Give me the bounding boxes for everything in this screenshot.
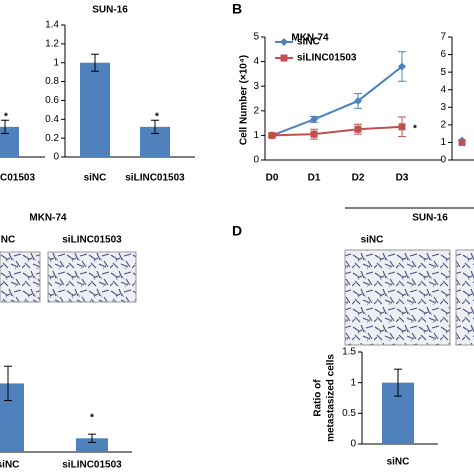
bar — [0, 126, 19, 157]
y-tick-label: 0 — [350, 439, 356, 450]
y-tick-label: 0.2 — [45, 133, 59, 144]
annotation: * — [413, 124, 417, 135]
chart-title: MKN-74 — [29, 213, 67, 224]
series-line — [271, 65, 403, 137]
y-tick-label: 5 — [440, 67, 446, 78]
chart-title: MKN-74 — [291, 33, 329, 44]
y-tick-label: 2 — [253, 105, 259, 116]
chart-title: SUN-16 — [92, 5, 128, 16]
y-tick-label: 1.2 — [45, 38, 59, 49]
micrograph — [0, 251, 41, 303]
y-tick-label: 0 — [253, 155, 259, 166]
error-bar — [151, 119, 159, 134]
y-tick-label: 0.5 — [342, 408, 356, 419]
y-tick-label: 3 — [440, 102, 446, 113]
micrograph — [47, 251, 137, 303]
panel-letter: D — [232, 223, 242, 239]
x-tick-label: D3 — [396, 173, 409, 184]
x-tick-label: D0 — [266, 173, 279, 184]
marker — [398, 62, 406, 71]
x-tick-label: siLINC01503 — [62, 460, 122, 471]
legend-label: siLINC01503 — [297, 53, 357, 64]
y-tick-label: 0.8 — [45, 76, 59, 87]
image-label: NC — [1, 235, 15, 246]
y-tick-label: 1 — [350, 377, 356, 388]
image-label: siLINC01503 — [62, 235, 122, 246]
marker — [354, 125, 362, 133]
series-line — [271, 125, 403, 137]
annotation: * — [4, 112, 8, 123]
y-tick-label: 4 — [440, 84, 446, 95]
marker — [310, 115, 318, 124]
micrograph — [344, 249, 451, 346]
marker — [354, 96, 362, 105]
x-tick-label: siLINC01503 — [125, 173, 185, 184]
marker — [268, 131, 276, 139]
y-tick-label: 5 — [253, 32, 259, 43]
error-bar — [4, 365, 12, 402]
y-axis-label: metastasized cells — [326, 354, 337, 442]
y-tick-label: 3 — [253, 81, 259, 92]
error-bar — [394, 368, 402, 397]
marker — [310, 130, 318, 138]
y-axis-label: Cell Number (×10⁴) — [239, 55, 250, 145]
error-bar — [91, 53, 99, 72]
y-tick-label: 0.4 — [45, 114, 59, 125]
bar — [80, 62, 110, 157]
error-bar — [1, 119, 9, 134]
legend-marker — [280, 38, 288, 46]
legend-label: siNC — [297, 37, 320, 48]
x-tick-label: D2 — [352, 173, 365, 184]
y-tick-label: 1 — [53, 57, 59, 68]
y-tick-label: 0.6 — [45, 95, 59, 106]
image-label: siNC — [361, 235, 384, 246]
y-tick-label: 4 — [253, 56, 259, 67]
legend-marker — [280, 54, 288, 62]
y-axis-label: Ratio of — [313, 379, 324, 417]
x-tick-label: siNC — [0, 460, 19, 471]
panel-letter: B — [232, 1, 242, 17]
annotation: * — [155, 112, 159, 123]
error-bar — [88, 433, 96, 443]
y-tick-label: 6 — [440, 49, 446, 60]
marker — [398, 123, 406, 131]
x-tick-label: C01503 — [0, 173, 35, 184]
y-tick-label: 1.5 — [342, 347, 356, 358]
chart-title: SUN-16 — [412, 213, 448, 224]
marker — [458, 138, 466, 146]
y-tick-label: 0 — [53, 152, 59, 163]
bar — [76, 438, 108, 452]
y-tick-label: 1.4 — [45, 20, 59, 31]
y-tick-label: 1 — [253, 130, 259, 141]
x-tick-label: siNC — [84, 173, 107, 184]
x-tick-label: D1 — [308, 173, 321, 184]
micrograph — [455, 249, 474, 346]
annotation: * — [90, 413, 94, 424]
y-tick-label: 0 — [440, 155, 446, 166]
y-tick-label: 2 — [440, 119, 446, 130]
bar — [0, 383, 24, 452]
y-tick-label: 1 — [440, 137, 446, 148]
x-tick-label: siNC — [387, 457, 410, 468]
y-tick-label: 7 — [440, 32, 446, 43]
